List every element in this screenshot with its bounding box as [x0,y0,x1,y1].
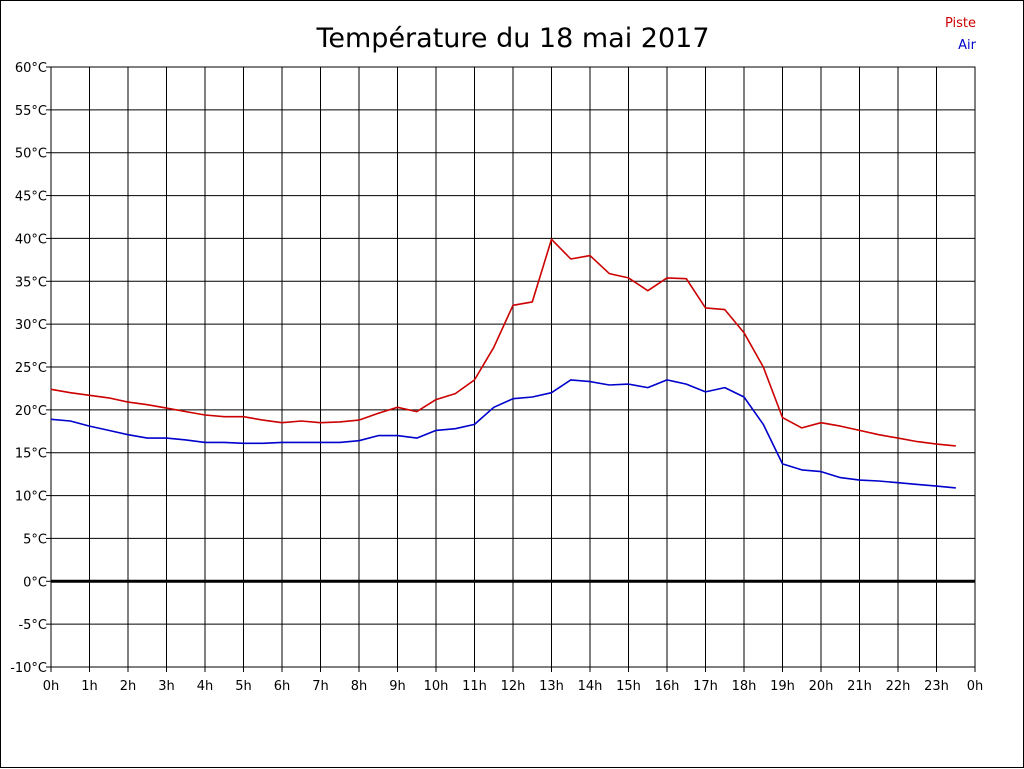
x-tick-label: 8h [351,679,368,694]
legend: Piste Air [945,16,977,53]
legend-entry-air: Air [958,38,977,53]
y-tick-label: 55°C [15,104,47,119]
y-tick-label: -10°C [10,661,47,676]
axes [46,66,976,672]
plot-frame [50,66,976,668]
x-tick-label: 10h [424,679,449,694]
series-line-air [50,379,956,489]
y-tick-label: 45°C [15,190,47,205]
x-tick-label: 1h [81,679,98,694]
y-tick-label: 10°C [15,490,47,505]
y-tick-label: 40°C [15,232,47,247]
y-tick-label: 5°C [23,532,47,547]
x-tick-label: 7h [312,679,329,694]
series-group [50,238,956,489]
y-tick-label: 30°C [15,318,47,333]
tick-labels: 0h 1h 2h 3h 4h 5h 6h 7h 8h 9h 10h 11h 12h 13h 14h 15h 16… [10,61,983,694]
x-tick-label: 19h [770,679,795,694]
x-tick-label: 16h [655,679,680,694]
x-tick-label: 13h [539,679,564,694]
x-tick-label: 6h [274,679,291,694]
y-tick-label: 50°C [15,147,47,162]
series-line-piste [50,238,956,447]
y-tick-label: -5°C [18,618,47,633]
chart-title: Température du 18 mai 2017 [315,23,709,54]
y-tick-label: 35°C [15,275,47,290]
x-tick-label: 2h [120,679,137,694]
y-tick-label: 15°C [15,447,47,462]
x-tick-label: 3h [158,679,175,694]
x-tick-label: 14h [578,679,603,694]
x-tick-label: 23h [924,679,949,694]
y-tick-label: 25°C [15,361,47,376]
x-tick-label: 9h [389,679,406,694]
x-tick-label: 20h [809,679,834,694]
x-tick-label: 0h [967,679,984,694]
x-tick-label: 11h [462,679,487,694]
x-tick-label: 0h [43,679,60,694]
x-tick-label: 5h [235,679,252,694]
y-tick-label: 60°C [15,61,47,76]
grid [50,66,976,668]
x-tick-label: 15h [616,679,641,694]
x-tick-label: 4h [197,679,214,694]
x-tick-label: 21h [847,679,872,694]
x-tick-label: 22h [886,679,911,694]
x-tick-label: 12h [501,679,526,694]
y-tick-label: 0°C [23,575,47,590]
x-tick-label: 18h [732,679,757,694]
x-tick-label: 17h [693,679,718,694]
legend-entry-piste: Piste [945,16,976,31]
y-tick-label: 20°C [15,404,47,419]
